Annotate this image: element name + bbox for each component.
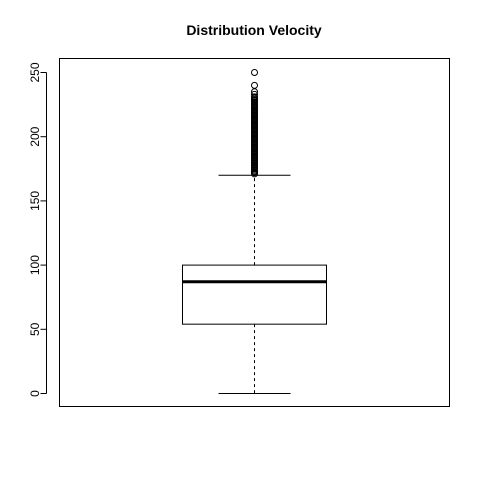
y-axis: 0 50 100 150 200 250 bbox=[28, 62, 47, 397]
y-tick-label: 250 bbox=[28, 62, 42, 82]
outlier-point bbox=[251, 69, 258, 76]
y-tick-label: 100 bbox=[28, 255, 42, 275]
chart-title: Distribution Velocity bbox=[186, 22, 322, 38]
plot-frame bbox=[59, 58, 450, 407]
y-tick-label: 150 bbox=[28, 191, 42, 211]
outlier-point bbox=[251, 90, 258, 98]
y-tick-label: 50 bbox=[28, 322, 42, 336]
y-tick-label: 200 bbox=[28, 126, 42, 146]
outlier-point bbox=[251, 93, 258, 101]
box-plot bbox=[182, 174, 327, 394]
iqr-box bbox=[182, 264, 327, 325]
y-tick-label: 0 bbox=[28, 390, 42, 397]
outlier-points bbox=[251, 69, 258, 178]
outlier-point bbox=[251, 81, 258, 89]
